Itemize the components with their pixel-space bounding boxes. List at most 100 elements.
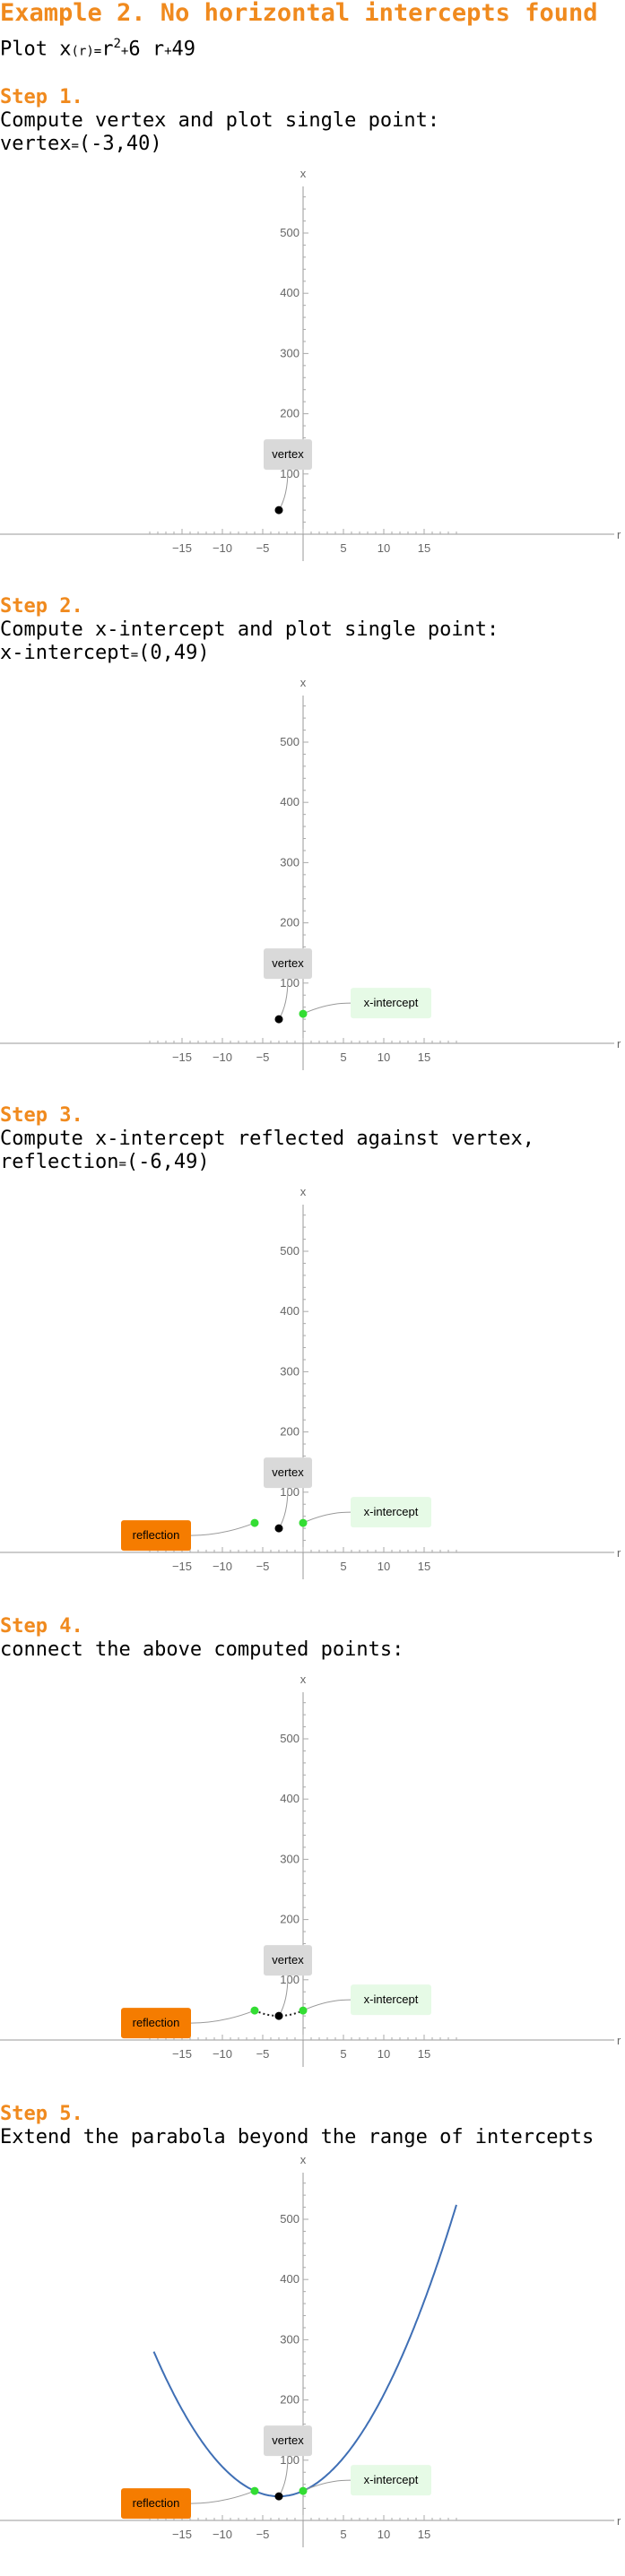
vertex-point: [274, 1015, 283, 1024]
r-axis-label: r: [617, 2514, 621, 2528]
step-2-heading: Step 2.: [0, 595, 83, 618]
x-tick-label: 500: [280, 2212, 299, 2226]
r-tick-label: −15: [172, 541, 192, 555]
vertex-point: [274, 1524, 283, 1533]
r-axis-label: r: [617, 2034, 621, 2047]
reflection-label: reflection: [133, 1528, 180, 1542]
subtitle-eq: =: [93, 44, 102, 59]
step-1-plot: r x −15 −10 −5 5 10 15 100 200 300 400 500 vertex: [0, 167, 625, 579]
reflection-leader-line: [190, 2010, 256, 2024]
x-axis-label: x: [300, 1185, 307, 1198]
result-value: (0,49): [138, 642, 210, 664]
x-tick-label: 300: [280, 1852, 299, 1865]
x-tick-label: 300: [280, 2332, 299, 2346]
result-value: (-3,40): [78, 133, 162, 155]
step-2-description: Compute x-intercept and plot single poin…: [0, 618, 499, 641]
result-name: vertex: [0, 133, 72, 155]
step-2-plot: r x −15 −10 −5 5 10 15 100 200 300 400 500 vertex x-in…: [0, 676, 625, 1088]
r-tick-label: 10: [378, 1560, 390, 1573]
subtitle-term-2: 6 r: [128, 38, 165, 61]
step-3-heading: Step 3.: [0, 1104, 83, 1127]
x-tick-label: 300: [280, 1364, 299, 1378]
reflection-label: reflection: [133, 2016, 180, 2029]
chart-svg: r x −15 −10 −5 5 10 15 100 200 300 400 500 vertex x-in…: [0, 1673, 621, 2067]
x-tick-label: 400: [280, 1304, 299, 1318]
intercept-leader-line: [302, 1511, 352, 1524]
intercept-leader-line: [302, 1002, 352, 1015]
vertex-label: vertex: [272, 956, 304, 970]
x-tick-label: 100: [280, 1485, 299, 1499]
vertex-label: vertex: [272, 447, 304, 461]
r-axis-label: r: [617, 1546, 621, 1560]
reflection-label-box: [121, 2008, 191, 2039]
x-tick-label: 400: [280, 286, 299, 299]
intercept-point: [299, 2006, 308, 2015]
vertex-label-box: [264, 948, 312, 980]
reflection-label-box: [121, 2488, 191, 2520]
subtitle-plus-1: +: [120, 44, 129, 59]
x-tick-label: 400: [280, 1792, 299, 1805]
vertex-point: [274, 506, 283, 514]
step-1-heading: Step 1.: [0, 86, 83, 108]
step-5-description: Extend the parabola beyond the range of …: [0, 2126, 595, 2148]
r-tick-label: 15: [418, 2528, 430, 2541]
step-4-plot: r x −15 −10 −5 5 10 15 100 200 300 400 500 vertex x-in…: [0, 1673, 625, 2085]
chart-svg: r x −15 −10 −5 5 10 15 100 200 300 400 500 vertex x-in…: [0, 1185, 621, 1579]
x-tick-label: 500: [280, 226, 299, 239]
r-tick-label: 10: [378, 2047, 390, 2061]
result-value: (-6,49): [126, 1151, 210, 1173]
vertex-point: [274, 2011, 283, 2020]
x-tick-label: 100: [280, 1973, 299, 1986]
x-tick-label: 500: [280, 735, 299, 748]
r-tick-label: −5: [256, 2047, 270, 2061]
r-tick-label: 10: [378, 1050, 390, 1064]
r-tick-label: −10: [213, 2047, 232, 2061]
step-1-description: Compute vertex and plot single point:: [0, 109, 440, 132]
r-tick-label: −5: [256, 1050, 270, 1064]
intercept-point: [299, 2486, 308, 2495]
intercept-label: x-intercept: [364, 996, 419, 1009]
subtitle: Plot x(r)=r2+6 r+49: [0, 32, 195, 63]
r-tick-label: −15: [172, 2047, 192, 2061]
result-name: x-intercept: [0, 642, 131, 664]
step-1-result: vertex=(-3,40): [0, 133, 162, 155]
subtitle-power: 2: [113, 37, 121, 51]
intercept-label-box: [351, 1497, 431, 1528]
x-tick-label: 300: [280, 346, 299, 359]
r-tick-label: 15: [418, 541, 430, 555]
x-tick-label: 300: [280, 855, 299, 869]
r-tick-label: 5: [340, 1560, 346, 1573]
subtitle-plus-2: +: [164, 44, 172, 59]
r-tick-label: 15: [418, 1560, 430, 1573]
x-axis-label: x: [300, 167, 307, 180]
intercept-label: x-intercept: [364, 2473, 419, 2486]
r-tick-label: −15: [172, 1050, 192, 1064]
intercept-point: [299, 1009, 308, 1018]
r-tick-label: −15: [172, 1560, 192, 1573]
connecting-path: [254, 2010, 304, 2018]
vertex-label-box: [264, 1945, 312, 1976]
subtitle-prefix: Plot x: [0, 38, 72, 61]
x-tick-label: 500: [280, 1244, 299, 1258]
vertex-label-box: [264, 1457, 312, 1489]
r-tick-label: −15: [172, 2528, 192, 2541]
step-2-result: x-intercept=(0,49): [0, 642, 210, 664]
r-tick-label: 15: [418, 1050, 430, 1064]
intercept-label-box: [351, 988, 431, 1019]
vertex-label: vertex: [272, 2433, 304, 2447]
x-axis-label: x: [300, 2153, 307, 2166]
reflection-label-box: [121, 1520, 191, 1552]
x-tick-label: 100: [280, 976, 299, 990]
intercept-label-box: [351, 1984, 431, 2016]
x-tick-label: 400: [280, 795, 299, 808]
vertex-label: vertex: [272, 1953, 304, 1967]
step-3-description: Compute x-intercept reflected against ve…: [0, 1128, 535, 1150]
r-tick-label: −10: [213, 1050, 232, 1064]
result-name: reflection: [0, 1151, 119, 1173]
x-tick-label: 500: [280, 1732, 299, 1745]
x-tick-label: 200: [280, 407, 299, 420]
x-tick-label: 100: [280, 467, 299, 480]
r-tick-label: 15: [418, 2047, 430, 2061]
subtitle-arg: (r): [71, 44, 94, 59]
step-3-result: reflection=(-6,49): [0, 1151, 210, 1173]
